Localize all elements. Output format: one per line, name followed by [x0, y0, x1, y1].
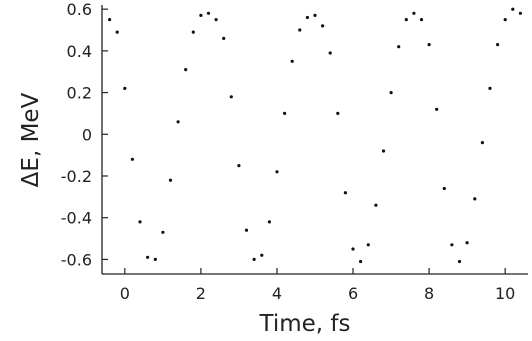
data-point: [381, 149, 386, 153]
data-point: [450, 243, 454, 247]
data-point: [206, 11, 211, 15]
data-point: [419, 18, 424, 22]
data-point: [511, 7, 515, 11]
data-point: [283, 111, 287, 115]
data-point: [328, 51, 332, 55]
data-point: [427, 43, 431, 47]
data-point: [442, 186, 446, 191]
data-point: [168, 178, 173, 182]
data-point: [321, 24, 325, 28]
data-point: [351, 247, 355, 251]
data-point: [115, 30, 119, 34]
data-point: [176, 120, 180, 124]
data-point: [465, 241, 469, 245]
data-point: [480, 141, 484, 145]
data-point: [237, 164, 241, 168]
data-point: [343, 191, 347, 195]
data-point: [298, 28, 302, 32]
data-point: [130, 157, 134, 161]
x-tick-label: 8: [424, 284, 434, 303]
data-point: [359, 259, 363, 264]
data-point: [123, 86, 127, 90]
y-tick-label: 0.4: [67, 42, 92, 61]
y-tick-label: -0.6: [61, 250, 92, 269]
x-tick-label: 4: [272, 284, 282, 303]
data-point: [138, 220, 142, 224]
y-tick-label: 0.2: [67, 84, 92, 103]
data-point: [374, 203, 378, 207]
x-tick-label: 0: [120, 284, 130, 303]
x-tick-label: 6: [348, 284, 358, 303]
x-tick-label: 10: [495, 284, 515, 303]
y-tick-label: -0.4: [61, 209, 92, 228]
data-point: [222, 36, 226, 41]
data-point: [313, 13, 317, 17]
y-axis-title: ΔE, MeV: [18, 92, 44, 187]
y-axis-ticks: 0.6 0.4 0.2 0 -0.2 -0.4 -0.6: [61, 0, 108, 269]
y-tick-label: 0: [82, 125, 92, 144]
x-axis-title: Time, fs: [259, 311, 351, 337]
data-point: [244, 228, 249, 232]
data-point: [146, 255, 150, 259]
data-point: [199, 13, 203, 17]
data-point: [457, 259, 462, 264]
data-point: [260, 253, 264, 257]
y-tick-label: -0.2: [61, 167, 92, 186]
data-point: [184, 68, 188, 72]
data-point: [518, 11, 523, 15]
data-point: [108, 18, 112, 22]
data-point: [473, 197, 477, 201]
data-point: [336, 111, 340, 115]
data-point: [161, 230, 165, 234]
data-point: [252, 257, 256, 261]
data-point: [191, 30, 195, 34]
plot-area: [108, 7, 523, 264]
data-point: [305, 15, 309, 20]
data-point: [435, 107, 439, 111]
data-point: [412, 11, 416, 15]
x-tick-label: 2: [196, 284, 206, 303]
data-point: [389, 91, 393, 95]
y-tick-label: 0.6: [67, 0, 92, 19]
data-point: [153, 257, 157, 261]
data-point: [397, 45, 401, 49]
data-point: [214, 18, 218, 22]
data-point: [503, 18, 507, 22]
data-point: [496, 43, 500, 47]
data-point: [290, 59, 294, 63]
data-point: [275, 170, 279, 174]
x-axis-ticks: 0 2 4 6 8 10: [120, 268, 515, 303]
data-point: [404, 18, 408, 22]
plot-frame: [101, 5, 528, 275]
data-point: [488, 86, 492, 90]
data-point: [229, 95, 233, 99]
data-point: [267, 220, 271, 224]
data-point: [366, 243, 370, 247]
